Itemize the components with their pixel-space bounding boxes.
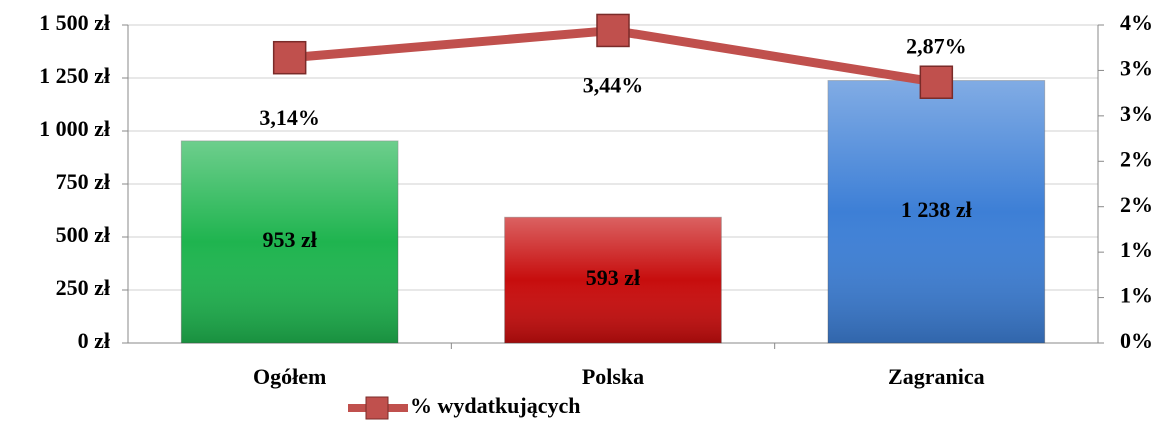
line-marker [596, 13, 630, 48]
x-tick-label: Ogółem [253, 364, 326, 389]
bar-shine [181, 140, 398, 343]
bar-shine [504, 217, 722, 343]
line-value-label: 3,14% [259, 105, 320, 130]
y2-tick-label: 2% [1120, 192, 1153, 217]
y2-tick-label: 2% [1120, 146, 1153, 171]
y2-tick-label: 3% [1120, 101, 1153, 126]
y2-tick-label: 4% [1120, 10, 1153, 35]
line-value-label: 2,87% [906, 33, 967, 58]
y2-tick-label: 1% [1120, 237, 1153, 262]
line-marker [919, 65, 954, 99]
y2-tick-label: 1% [1120, 283, 1153, 308]
y2-tick-label: 0% [1120, 328, 1153, 353]
bar-shine [828, 80, 1045, 343]
line-marker [272, 40, 307, 75]
y-tick-label: 250 zł [56, 275, 110, 300]
line-value-label: 3,44% [583, 72, 644, 97]
x-tick-label: Zagranica [888, 364, 985, 389]
y-tick-label: 1 250 zł [39, 63, 110, 88]
legend-marker [365, 396, 389, 420]
y2-tick-label: 3% [1120, 55, 1153, 80]
x-tick-label: Polska [582, 364, 644, 389]
bar-value-label: 1 238 zł [901, 197, 972, 222]
bar-value-label: 593 zł [586, 265, 640, 290]
y-tick-label: 0 zł [78, 328, 110, 353]
legend-label: % wydatkujących [410, 393, 581, 418]
y-tick-label: 1 000 zł [39, 116, 110, 141]
y-tick-label: 1 500 zł [39, 10, 110, 35]
y-tick-label: 750 zł [56, 169, 110, 194]
bar-value-label: 953 zł [262, 227, 316, 252]
y-tick-label: 500 zł [56, 222, 110, 247]
